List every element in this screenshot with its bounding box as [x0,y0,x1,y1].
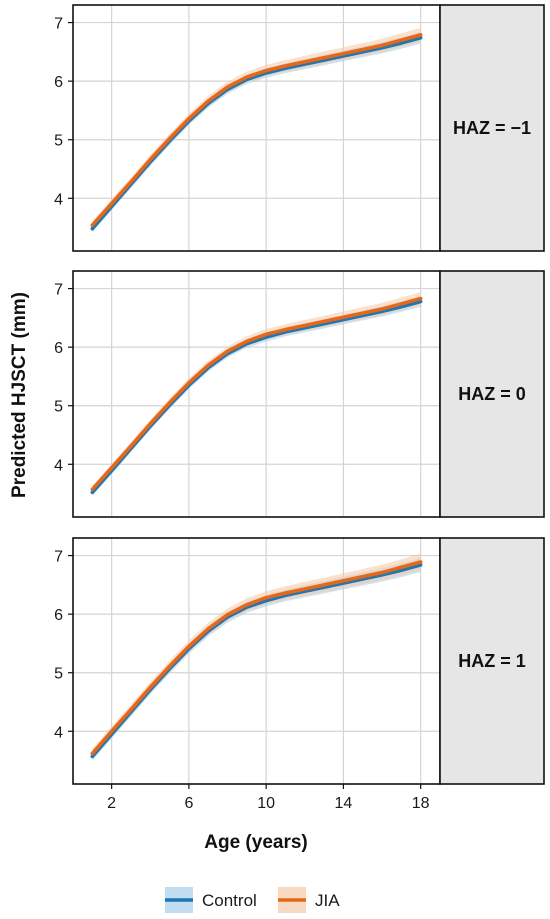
facet-strip [439,4,545,252]
y-tick-label: 6 [54,607,63,624]
series-line-jia [90,296,423,492]
facet-panel: 4 5 6 7 HAZ = 1 2 6 10 14 18 [54,537,545,812]
confidence-band-jia [92,292,421,494]
legend-item-control: Control [165,887,257,913]
y-tick-label: 5 [54,399,63,416]
y-tick-label: 7 [54,549,63,566]
series-line-jia [90,33,423,228]
y-tick-label: 7 [54,282,63,299]
facet-panel: 4 5 6 7 HAZ = −1 [54,4,545,252]
y-tick-label: 4 [54,724,63,741]
facet-strip [439,537,545,785]
y-tick-label: 6 [54,340,63,357]
x-tick-label: 14 [335,795,353,812]
y-axis-title: Predicted HJSCT (mm) [9,292,30,498]
y-tick-label: 4 [54,457,63,474]
facet-strip [439,270,545,518]
x-tick-label: 2 [107,795,116,812]
facet-strip-label: HAZ = 0 [458,384,526,404]
legend: Control JIA [165,887,340,913]
y-tick-label: 6 [54,74,63,91]
y-tick-label: 4 [54,191,63,208]
x-tick-label: 18 [412,795,430,812]
y-tick-label: 5 [54,133,63,150]
facet-strip-label: HAZ = −1 [453,118,531,138]
facet-panel: 4 5 6 7 HAZ = 0 [54,270,545,518]
facet-strip-label: HAZ = 1 [458,651,526,671]
legend-label: JIA [315,891,340,910]
facet-panels: 4 5 6 7 HAZ = −1 4 5 6 7 HAZ = 0 4 5 6 7 HAZ = 1 2 6 10 14… [54,4,545,812]
y-tick-label: 5 [54,666,63,683]
y-tick-label: 7 [54,16,63,33]
x-tick-label: 6 [184,795,193,812]
legend-item-jia: JIA [278,887,340,913]
x-tick-label: 10 [257,795,275,812]
series-line-jia [90,560,423,756]
legend-label: Control [202,891,257,910]
x-axis-title: Age (years) [204,832,308,853]
